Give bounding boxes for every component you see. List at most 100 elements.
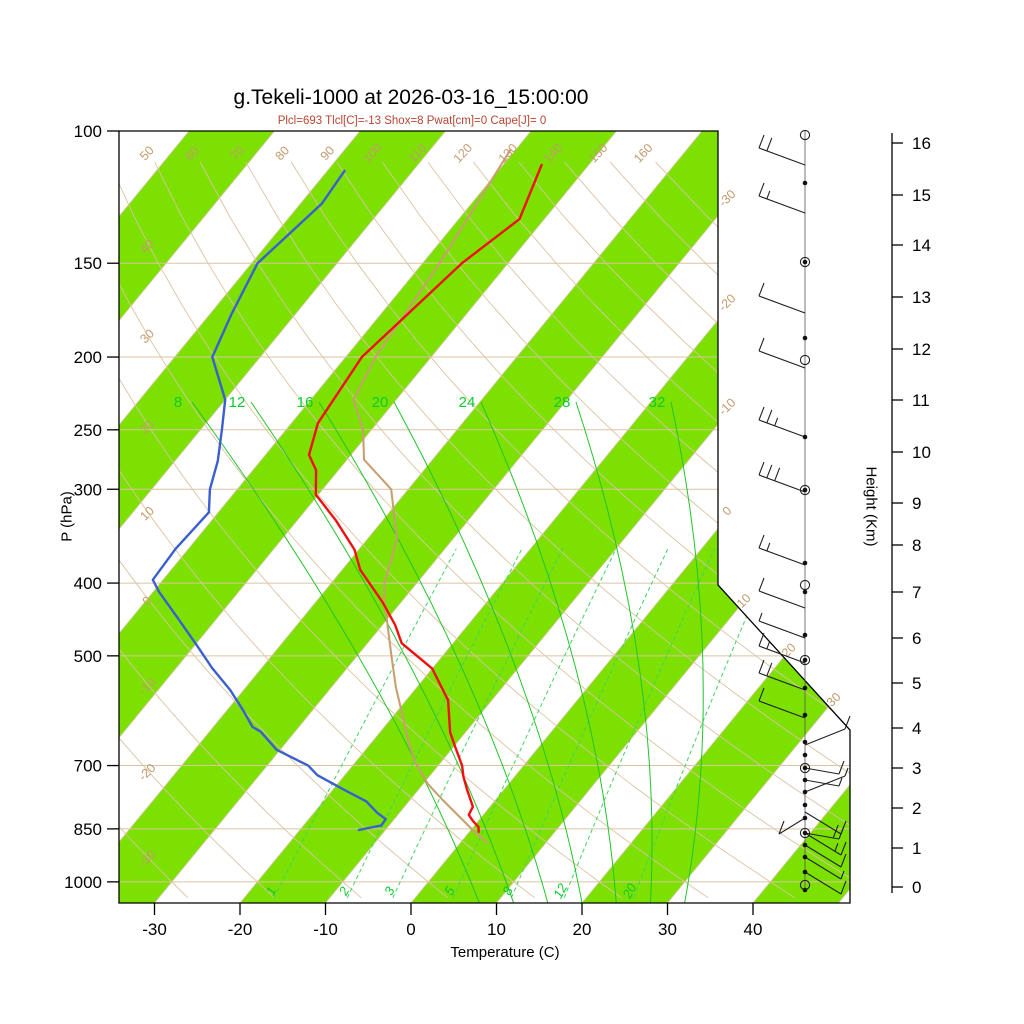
wind-level-circle bbox=[799, 354, 811, 366]
wind-level-dot bbox=[802, 685, 808, 691]
wind-level-dot bbox=[802, 434, 808, 440]
dry-adiabat-line bbox=[119, 162, 275, 899]
wind-barb-feather bbox=[758, 282, 765, 297]
mixing-ratio-line bbox=[346, 548, 523, 899]
dry-adiabat-line bbox=[245, 161, 850, 899]
height-tick-label: 8 bbox=[912, 536, 921, 555]
dry-adiabat-line bbox=[336, 161, 850, 899]
isotherm-line bbox=[119, 131, 617, 903]
pressure-tick-label: 150 bbox=[74, 254, 102, 273]
isotherm-stripe bbox=[119, 131, 617, 903]
dry-adiabat-line bbox=[119, 161, 449, 899]
wind-barb-feather bbox=[844, 715, 851, 730]
plot-border bbox=[118, 130, 851, 904]
wind-level-dot bbox=[802, 854, 808, 860]
wind-barb-half-feather bbox=[766, 640, 771, 650]
wind-barb-staff bbox=[804, 856, 842, 880]
pressure-axis: 100 150 200 250 300 400 500 700 850 1000 bbox=[64, 122, 119, 892]
pressure-tick-label: 850 bbox=[74, 820, 102, 839]
wind-barb-feather bbox=[758, 461, 765, 476]
wind-barb-staff bbox=[804, 775, 846, 793]
wind-barb-staff bbox=[758, 547, 806, 566]
mixing-ratio-line bbox=[452, 548, 617, 899]
wind-level-dot bbox=[802, 765, 808, 771]
wind-level-dot bbox=[802, 712, 808, 718]
wind-barb-staff bbox=[778, 817, 806, 835]
wind-barb-feather bbox=[758, 534, 765, 549]
isotherm-right-label: -20 bbox=[716, 291, 739, 314]
height-tick-label: 10 bbox=[912, 443, 931, 462]
wind-level-dot bbox=[802, 752, 808, 758]
isotherm-right-label: -30 bbox=[716, 187, 739, 210]
moist-adiabat-line bbox=[480, 401, 617, 903]
wind-level-dot bbox=[802, 830, 808, 836]
temperature-axis-label: Temperature (C) bbox=[450, 944, 560, 961]
height-tick-label: 6 bbox=[912, 629, 921, 648]
wind-barb-feather bbox=[766, 662, 773, 677]
wind-level-dot bbox=[802, 739, 808, 745]
dry-adiabat-line bbox=[119, 161, 535, 899]
wind-level-circle bbox=[799, 579, 811, 591]
wind-barb-feather bbox=[838, 825, 845, 840]
wind-barb-staff bbox=[758, 419, 806, 438]
isotherm-line bbox=[119, 131, 703, 903]
isotherm-stripe bbox=[582, 131, 850, 903]
isotherm-line bbox=[119, 131, 532, 903]
wind-barb-feather bbox=[758, 577, 765, 592]
wind-barb-feather bbox=[758, 182, 765, 197]
moist-adiabat-label: 24 bbox=[459, 394, 476, 411]
dry-adiabat-line bbox=[382, 161, 850, 899]
dry-adiabat-line bbox=[199, 161, 850, 899]
wind-barb-feather bbox=[840, 841, 847, 856]
wind-barb-staff bbox=[804, 728, 846, 746]
height-tick-label: 11 bbox=[912, 391, 930, 410]
pressure-tick-label: 300 bbox=[74, 480, 102, 499]
wind-barb-staff bbox=[758, 645, 806, 664]
wind-barb-half-feather bbox=[774, 417, 779, 426]
isotherm-line bbox=[119, 131, 446, 903]
wind-barb-staff bbox=[758, 195, 806, 214]
isotherm-stripe bbox=[924, 131, 1024, 903]
skewt-background bbox=[119, 131, 1024, 903]
dry-adiabat-left-label: 30 bbox=[137, 326, 157, 346]
wind-barb-staff bbox=[804, 832, 842, 856]
wind-barb-half-feather bbox=[766, 190, 771, 200]
wind-level-circle bbox=[799, 762, 811, 774]
pressure-tick-label: 1000 bbox=[64, 873, 102, 892]
dry-adiabat-top-label: 160 bbox=[631, 141, 655, 166]
height-tick-label: 1 bbox=[912, 839, 921, 858]
wind-barb-staff bbox=[758, 474, 806, 493]
dry-adiabat-line bbox=[119, 161, 709, 899]
isotherm-line bbox=[838, 131, 850, 903]
mixing-ratio-label: 12 bbox=[550, 880, 570, 900]
pressure-tick-label: 250 bbox=[74, 421, 102, 440]
wind-level-dot bbox=[802, 802, 808, 808]
wind-barb-staff bbox=[758, 620, 806, 639]
wind-barb-feather bbox=[766, 409, 773, 424]
height-tick-label: 4 bbox=[912, 719, 921, 738]
temperature-tick-label: -30 bbox=[142, 920, 167, 939]
isotherm-right-label: -10 bbox=[716, 396, 739, 419]
moist-adiabat-label: 16 bbox=[297, 394, 314, 411]
wind-barb-staff bbox=[804, 779, 840, 787]
pressure-tick-label: 400 bbox=[74, 574, 102, 593]
pressure-tick-label: 700 bbox=[74, 757, 102, 776]
mixing-ratio-line bbox=[510, 548, 669, 898]
wind-barb-staff bbox=[758, 700, 806, 719]
wind-level-dot bbox=[802, 869, 808, 875]
wind-barb-feather bbox=[840, 880, 847, 895]
moist-adiabat-line bbox=[670, 401, 704, 903]
dry-adiabat-line bbox=[119, 161, 362, 899]
moist-adiabat-line bbox=[250, 401, 515, 903]
moist-adiabat-label: 20 bbox=[372, 394, 389, 411]
wind-level-dot bbox=[802, 777, 808, 783]
height-tick-label: 9 bbox=[912, 494, 921, 513]
wind-level-dot bbox=[802, 632, 808, 638]
dry-adiabat-line bbox=[154, 161, 850, 899]
isotherm-line bbox=[325, 131, 850, 903]
wind-level-circle bbox=[799, 827, 811, 839]
wind-level-circle bbox=[799, 879, 811, 891]
